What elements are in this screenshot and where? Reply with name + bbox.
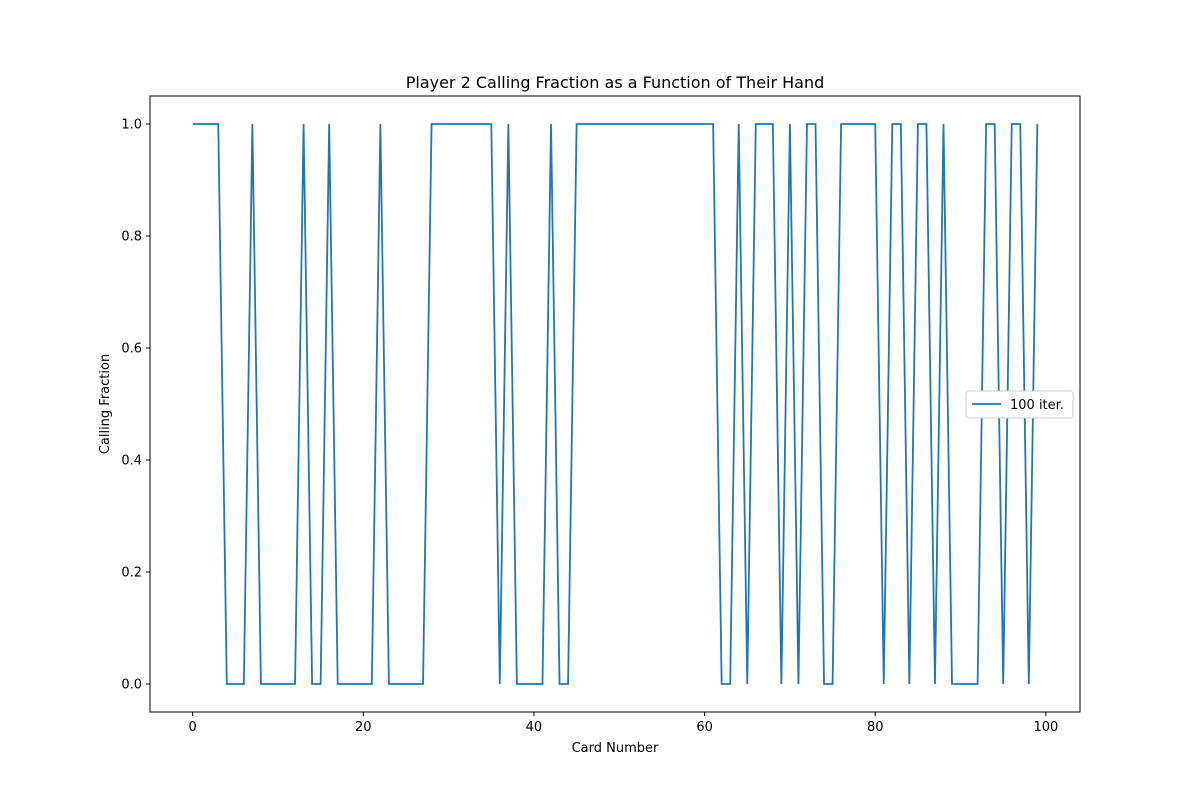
legend-label: 100 iter. bbox=[1010, 398, 1064, 413]
y-tick-label: 0.2 bbox=[121, 566, 142, 581]
x-tick-label: 0 bbox=[189, 720, 197, 735]
y-tick-label: 0.6 bbox=[121, 342, 142, 357]
x-tick-label: 80 bbox=[867, 720, 884, 735]
legend-box bbox=[965, 390, 1074, 419]
x-axis: 0 20 40 60 80 100 bbox=[189, 712, 1058, 735]
y-tick-label: 0.4 bbox=[121, 454, 142, 469]
x-tick-label: 40 bbox=[526, 720, 543, 735]
y-tick-label: 1.0 bbox=[121, 118, 142, 133]
x-axis-label: Card Number bbox=[572, 741, 659, 756]
x-tick-label: 20 bbox=[355, 720, 372, 735]
plot-area bbox=[192, 123, 1039, 685]
y-axis: 0.0 0.2 0.4 0.6 0.8 1.0 bbox=[121, 118, 150, 693]
chart-title: Player 2 Calling Fraction as a Function … bbox=[406, 73, 825, 92]
x-tick-label: 60 bbox=[696, 720, 713, 735]
y-tick-label: 0.0 bbox=[121, 678, 142, 693]
x-tick-label: 100 bbox=[1033, 720, 1058, 735]
series-line-0 bbox=[192, 123, 1039, 685]
y-axis-label: Calling Fraction bbox=[98, 354, 113, 454]
plot-frame bbox=[149, 95, 1081, 713]
y-tick-label: 0.8 bbox=[121, 230, 142, 245]
legend: 100 iter. bbox=[965, 390, 1074, 419]
